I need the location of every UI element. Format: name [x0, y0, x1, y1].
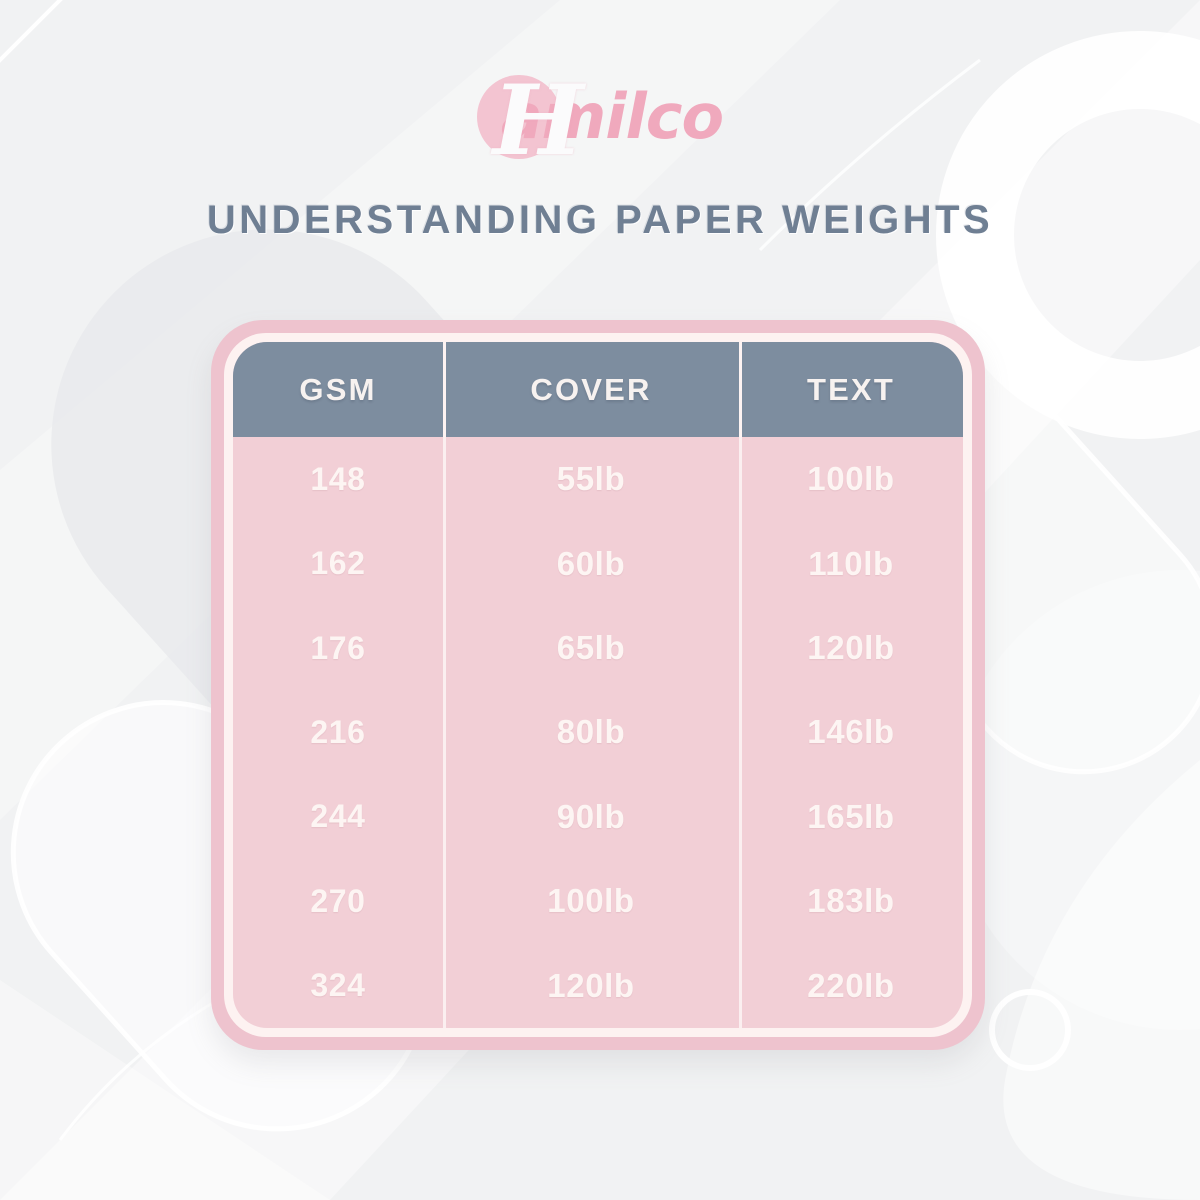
cell-gsm: 244: [310, 798, 366, 835]
cell-text: 165lb: [807, 797, 895, 835]
page-title: UNDERSTANDING PAPER WEIGHTS: [206, 198, 994, 242]
cell-gsm: 216: [310, 713, 366, 750]
table-row: 176 65lb 120lb: [233, 606, 963, 690]
cell-cover: 90lb: [556, 797, 626, 835]
table-row: 216 80lb 146lb: [233, 690, 963, 774]
cell-text: 220lb: [807, 966, 895, 1004]
column-header-text: TEXT: [739, 342, 963, 437]
cell-gsm: 162: [310, 545, 366, 582]
table-row: 162 60lb 110lb: [233, 521, 963, 605]
column-header-gsm: GSM: [299, 371, 377, 407]
table-row: 324 120lb 220lb: [233, 944, 963, 1028]
table-row: 148 55lb 100lb: [233, 437, 963, 521]
cell-text: 120lb: [807, 629, 895, 667]
column-header-cover: COVER: [443, 342, 739, 437]
table-row: 270 100lb 183lb: [233, 859, 963, 943]
paper-weights-table: GSM COVER TEXT 148 55lb 100lb 162 60: [233, 342, 963, 1028]
column-divider-2: [739, 437, 742, 1028]
cell-gsm: 270: [310, 882, 366, 919]
cell-cover: 120lb: [547, 966, 635, 1004]
table-row: 244 90lb 165lb: [233, 775, 963, 859]
table-header-row: GSM COVER TEXT: [233, 342, 963, 437]
logo-wordmark: amilco: [500, 80, 724, 153]
cell-text: 183lb: [807, 882, 895, 920]
cell-cover: 55lb: [556, 460, 626, 498]
card-inner-ring: GSM COVER TEXT 148 55lb 100lb 162 60: [224, 333, 972, 1037]
column-divider-1: [443, 437, 446, 1028]
paper-weights-card: GSM COVER TEXT 148 55lb 100lb 162 60: [211, 320, 985, 1050]
logo-initial: H: [492, 64, 584, 177]
cell-cover: 80lb: [556, 713, 626, 751]
brand-logo: H amilco: [0, 62, 1200, 172]
logo-circle-badge-icon: [476, 75, 561, 159]
cell-gsm: 148: [310, 460, 366, 497]
table-body: 148 55lb 100lb 162 60lb 110lb 176 65lb 1…: [233, 437, 963, 1028]
cell-cover: 60lb: [556, 544, 626, 582]
cell-text: 100lb: [807, 460, 895, 498]
cell-cover: 65lb: [556, 629, 626, 667]
cell-text: 110lb: [808, 544, 894, 582]
cell-gsm: 324: [310, 967, 366, 1004]
cell-gsm: 176: [310, 629, 366, 666]
cell-text: 146lb: [807, 713, 895, 751]
cell-cover: 100lb: [547, 882, 635, 920]
